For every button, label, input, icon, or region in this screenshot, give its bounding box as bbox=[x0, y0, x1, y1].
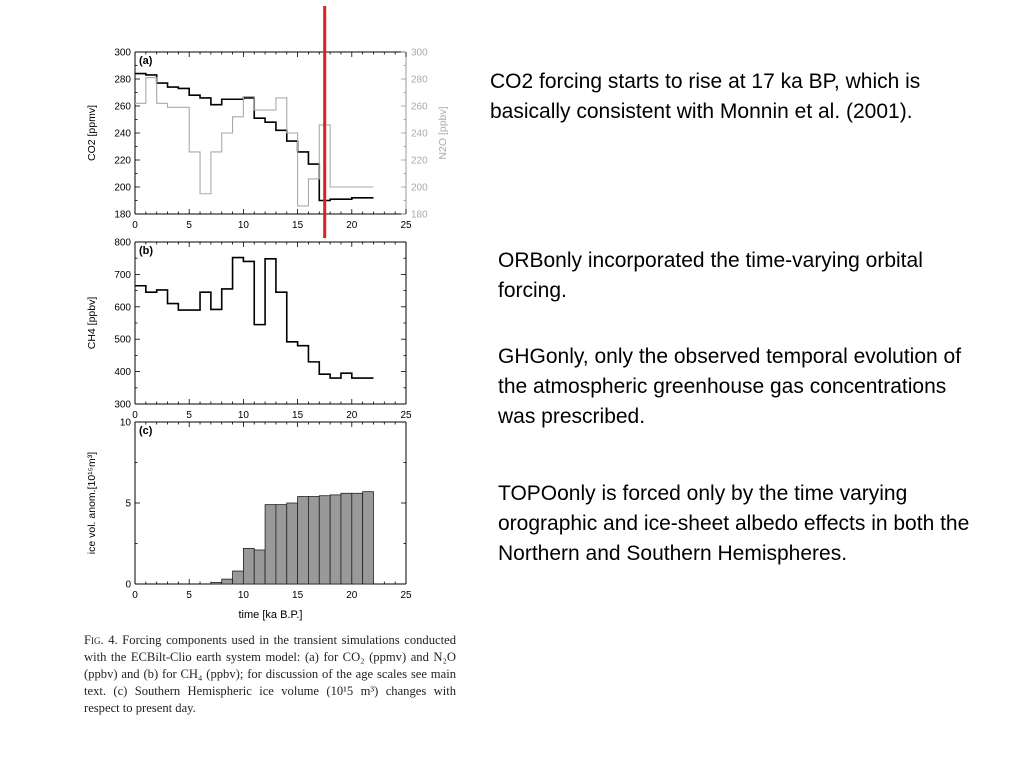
x-tick-label: 25 bbox=[400, 220, 412, 231]
y-tick-label: 200 bbox=[114, 183, 131, 194]
ice-volume-bar bbox=[351, 492, 364, 585]
panel-c-ice-volume-chart: 0 5 10 15 20 25 0 5 10 (c) ice vol. anom.[10¹⁵m³] t… bbox=[86, 418, 412, 622]
y-tick-label: 220 bbox=[114, 156, 131, 167]
series-line-co2 bbox=[135, 72, 374, 202]
x-tick-label: 15 bbox=[292, 590, 304, 601]
y-tick-label: 500 bbox=[114, 335, 131, 346]
x-tick-label: 5 bbox=[186, 410, 192, 421]
ghgonly-note: GHGonly, only the observed temporal evol… bbox=[498, 345, 962, 428]
y-axis-label: CO2 [ppmv] bbox=[86, 105, 98, 161]
y-tick-label-right: 220 bbox=[411, 156, 428, 167]
figure-caption: Fig. 4. Forcing components used in the t… bbox=[84, 632, 456, 717]
ice-volume-bar bbox=[318, 495, 331, 585]
x-tick-label: 20 bbox=[346, 410, 358, 421]
y-axis-label: CH4 [ppbv] bbox=[86, 297, 98, 350]
ice-volume-bar bbox=[275, 504, 288, 585]
x-tick-label: 10 bbox=[238, 220, 250, 231]
ice-volume-bar bbox=[253, 549, 266, 585]
x-tick-label: 5 bbox=[186, 220, 192, 231]
y-tick-label: 260 bbox=[114, 102, 131, 113]
orbonly-note: ORBonly incorporated the time-varying or… bbox=[498, 249, 923, 302]
y-tick-label-right: 180 bbox=[411, 210, 428, 221]
y-tick-label: 700 bbox=[114, 270, 131, 281]
y-tick-label: 300 bbox=[114, 48, 131, 59]
y-tick-label-right: 240 bbox=[411, 129, 428, 140]
x-tick-label: 0 bbox=[132, 590, 138, 601]
ice-volume-bar bbox=[308, 496, 320, 585]
ice-volume-bar bbox=[242, 547, 255, 585]
y-axis-label-right: N2O [ppbv] bbox=[437, 106, 449, 159]
y-tick-label: 600 bbox=[114, 302, 131, 313]
y-tick-label: 0 bbox=[125, 580, 131, 591]
panel-label: (a) bbox=[139, 55, 153, 67]
ice-volume-bar bbox=[286, 502, 299, 585]
x-tick-label: 5 bbox=[186, 590, 192, 601]
y-tick-label-right: 200 bbox=[411, 183, 428, 194]
series-line-ch4 bbox=[135, 256, 374, 379]
y-tick-label: 280 bbox=[114, 75, 131, 86]
y-tick-label: 800 bbox=[114, 238, 131, 249]
x-tick-label: 15 bbox=[292, 410, 304, 421]
figure-label: Fig. 4. bbox=[84, 633, 118, 647]
y-tick-label-right: 260 bbox=[411, 102, 428, 113]
x-tick-label: 15 bbox=[292, 220, 304, 231]
ice-volume-bar bbox=[221, 578, 233, 585]
ice-volume-bar bbox=[329, 494, 342, 585]
x-axis-label: time [ka B.P.] bbox=[239, 609, 303, 621]
x-tick-label: 20 bbox=[346, 220, 358, 231]
y-tick-label-right: 300 bbox=[411, 48, 428, 59]
ice-volume-bar bbox=[232, 570, 244, 585]
ice-volume-bar bbox=[340, 492, 353, 585]
ice-volume-bar bbox=[297, 496, 309, 585]
y-tick-label: 10 bbox=[120, 418, 132, 429]
figure-caption-text: Forcing components used in the transient… bbox=[84, 633, 456, 715]
series-line-n2o bbox=[135, 77, 374, 207]
x-tick-label: 10 bbox=[238, 410, 250, 421]
y-tick-label: 400 bbox=[114, 367, 131, 378]
co2-forcing-note: CO2 forcing starts to rise at 17 ka BP, … bbox=[490, 70, 921, 123]
topoonly-note: TOPOonly is forced only by the time vary… bbox=[498, 482, 970, 565]
x-tick-label: 20 bbox=[346, 590, 358, 601]
y-tick-label: 5 bbox=[125, 499, 131, 510]
panel-label: (c) bbox=[139, 425, 153, 437]
ice-volume-bar bbox=[362, 491, 374, 585]
panel-label: (b) bbox=[139, 245, 153, 257]
x-tick-label: 0 bbox=[132, 410, 138, 421]
x-tick-label: 25 bbox=[400, 410, 412, 421]
x-tick-label: 25 bbox=[400, 590, 412, 601]
ice-volume-bar bbox=[210, 581, 223, 585]
y-axis-label: ice vol. anom.[10¹⁵m³] bbox=[86, 452, 98, 554]
x-tick-label: 0 bbox=[132, 220, 138, 231]
ice-volume-bar bbox=[264, 504, 277, 585]
y-tick-label-right: 280 bbox=[411, 75, 428, 86]
panel-b-ch4-chart: 0 5 10 15 20 25 300 400 500 600 700 800 (b) CH4 [ppbv… bbox=[86, 238, 412, 422]
y-tick-label: 180 bbox=[114, 210, 131, 221]
x-tick-label: 10 bbox=[238, 590, 250, 601]
y-tick-label: 300 bbox=[114, 400, 131, 411]
y-tick-label: 240 bbox=[114, 129, 131, 140]
